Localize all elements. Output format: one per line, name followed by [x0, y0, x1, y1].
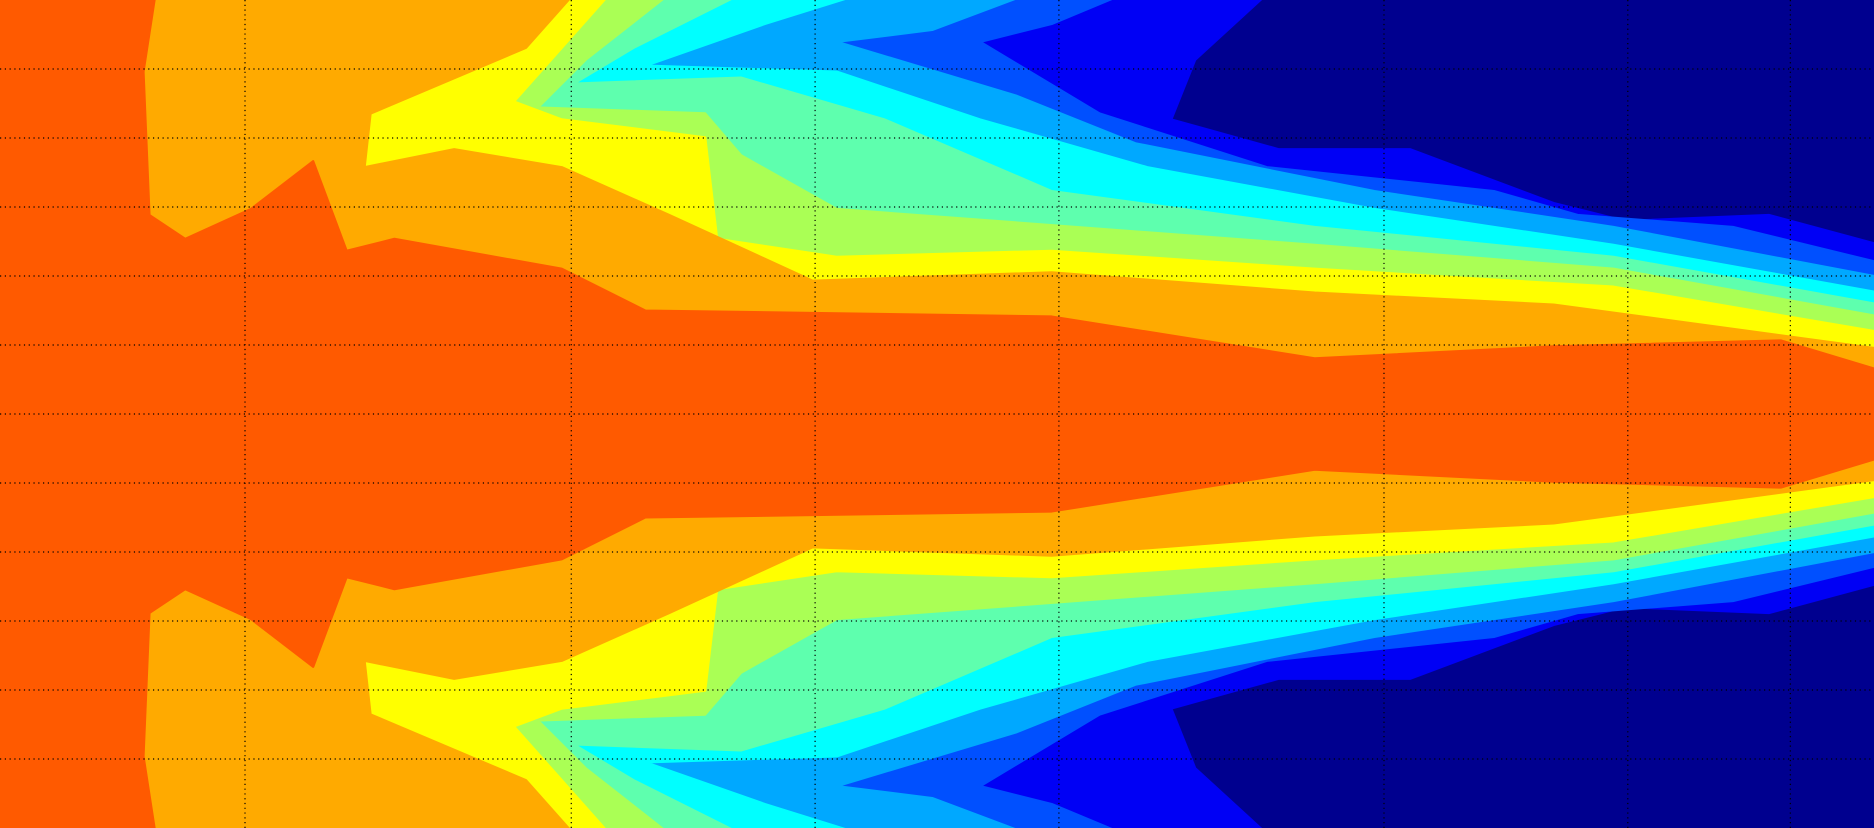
contour-plot — [0, 0, 1874, 828]
page: {"chart_data": {"type": "contour", "grid… — [0, 0, 1874, 828]
